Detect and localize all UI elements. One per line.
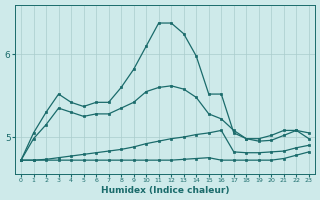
X-axis label: Humidex (Indice chaleur): Humidex (Indice chaleur) (101, 186, 229, 195)
